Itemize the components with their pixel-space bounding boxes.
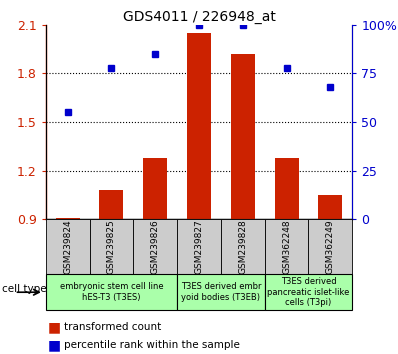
Bar xyxy=(133,219,177,274)
Bar xyxy=(100,190,123,219)
Bar xyxy=(265,219,308,274)
Bar xyxy=(56,217,80,219)
Text: T3ES derived
pancreatic islet-like
cells (T3pi): T3ES derived pancreatic islet-like cells… xyxy=(267,277,349,307)
Text: GSM362248: GSM362248 xyxy=(282,219,291,274)
Text: GSM362249: GSM362249 xyxy=(326,219,335,274)
Text: cell type: cell type xyxy=(2,284,47,293)
Text: GSM239825: GSM239825 xyxy=(107,219,116,274)
Bar xyxy=(143,158,167,219)
Text: ■: ■ xyxy=(48,320,61,335)
Bar xyxy=(265,274,352,310)
Text: GSM239826: GSM239826 xyxy=(151,219,160,274)
Bar xyxy=(46,274,177,310)
Text: percentile rank within the sample: percentile rank within the sample xyxy=(64,340,240,350)
Bar xyxy=(187,33,211,219)
Bar xyxy=(177,219,221,274)
Text: GSM239828: GSM239828 xyxy=(238,219,247,274)
Bar xyxy=(221,219,265,274)
Text: embryonic stem cell line
hES-T3 (T3ES): embryonic stem cell line hES-T3 (T3ES) xyxy=(60,282,163,302)
Bar xyxy=(308,219,352,274)
Text: ■: ■ xyxy=(48,338,61,352)
Bar xyxy=(275,158,298,219)
Bar xyxy=(177,274,265,310)
Text: transformed count: transformed count xyxy=(64,322,161,332)
Text: T3ES derived embr
yoid bodies (T3EB): T3ES derived embr yoid bodies (T3EB) xyxy=(181,282,261,302)
Text: GSM239824: GSM239824 xyxy=(63,219,72,274)
Bar xyxy=(46,219,90,274)
Bar xyxy=(90,219,133,274)
Text: GSM239827: GSM239827 xyxy=(195,219,203,274)
Bar xyxy=(318,195,342,219)
Title: GDS4011 / 226948_at: GDS4011 / 226948_at xyxy=(123,10,275,24)
Bar xyxy=(231,54,255,219)
